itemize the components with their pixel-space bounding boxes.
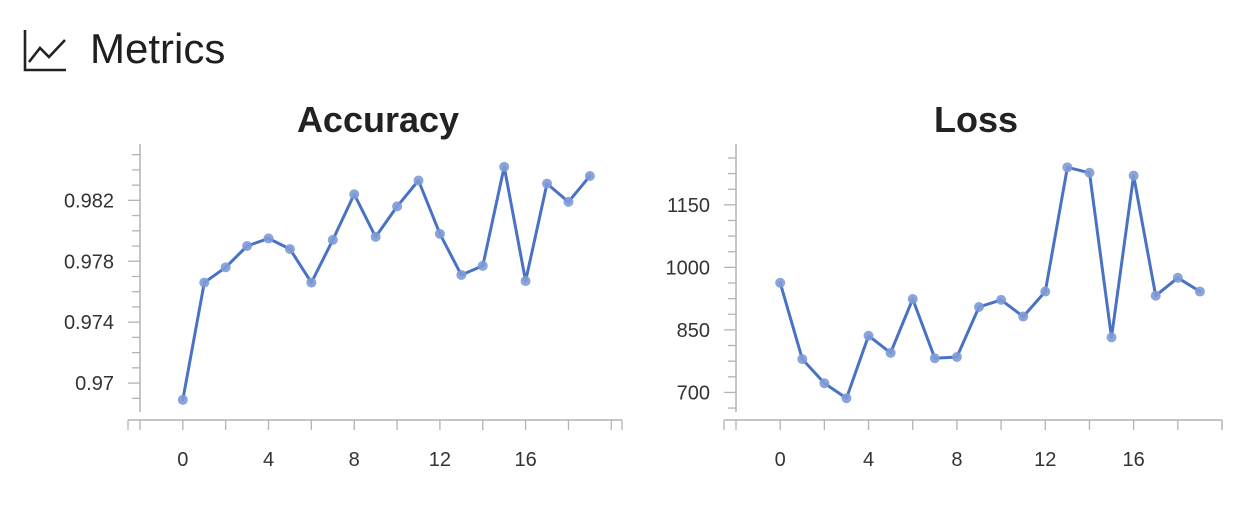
y-tick-label: 0.97 bbox=[75, 373, 114, 395]
data-point[interactable] bbox=[220, 262, 231, 273]
data-point[interactable] bbox=[370, 231, 381, 242]
x-tick-label: 4 bbox=[863, 449, 874, 471]
x-tick-label: 4 bbox=[263, 449, 274, 471]
x-tick-label: 0 bbox=[177, 449, 188, 471]
data-point[interactable] bbox=[434, 228, 445, 239]
data-point[interactable] bbox=[542, 178, 553, 189]
page-header: Metrics bbox=[22, 22, 225, 76]
x-tick-label: 8 bbox=[349, 449, 360, 471]
x-tick-label: 12 bbox=[1034, 449, 1056, 471]
chart-title: Loss bbox=[934, 99, 1018, 140]
data-point[interactable] bbox=[1040, 286, 1051, 297]
data-point[interactable] bbox=[327, 234, 338, 245]
x-tick-label: 16 bbox=[514, 449, 536, 471]
loss-chart: Loss 700 850 1000 1150 0 4 8 12 16 bbox=[626, 92, 1236, 492]
data-point[interactable] bbox=[1194, 286, 1205, 297]
data-point[interactable] bbox=[1172, 272, 1183, 283]
data-point[interactable] bbox=[456, 269, 467, 280]
chart-svg: Loss 700 850 1000 1150 0 4 8 12 16 bbox=[666, 99, 1223, 471]
data-point[interactable] bbox=[306, 277, 317, 288]
line-chart-icon bbox=[23, 30, 66, 72]
y-tick-label: 0.974 bbox=[64, 312, 114, 334]
data-point[interactable] bbox=[392, 201, 403, 212]
series-line bbox=[778, 165, 1202, 400]
data-point[interactable] bbox=[477, 260, 488, 271]
data-point[interactable] bbox=[885, 347, 896, 358]
x-tick-label: 12 bbox=[429, 449, 451, 471]
chart-svg: Accuracy 0.97 0.974 0.978 0.982 0 4 8 12 16 bbox=[64, 99, 623, 471]
y-tick-label: 1000 bbox=[666, 257, 711, 279]
y-tick-label: 1150 bbox=[667, 195, 710, 217]
data-point[interactable] bbox=[263, 233, 274, 244]
x-tick-label: 0 bbox=[775, 449, 786, 471]
data-point[interactable] bbox=[907, 294, 918, 305]
data-point[interactable] bbox=[1084, 167, 1095, 178]
accuracy-chart: Accuracy 0.97 0.974 0.978 0.982 0 4 8 12 16 bbox=[30, 92, 640, 492]
data-point[interactable] bbox=[1150, 290, 1161, 301]
x-tick-label: 16 bbox=[1123, 449, 1145, 471]
data-point[interactable] bbox=[177, 394, 188, 405]
data-point[interactable] bbox=[413, 175, 424, 186]
data-point[interactable] bbox=[284, 244, 295, 255]
x-tick-label: 8 bbox=[951, 449, 962, 471]
chart-title: Accuracy bbox=[297, 99, 459, 140]
y-tick-label: 700 bbox=[677, 382, 710, 404]
data-point[interactable] bbox=[242, 241, 253, 252]
data-point[interactable] bbox=[819, 378, 830, 389]
data-point[interactable] bbox=[199, 277, 210, 288]
data-point[interactable] bbox=[563, 196, 574, 207]
data-point[interactable] bbox=[1128, 170, 1139, 181]
data-point[interactable] bbox=[349, 189, 360, 200]
page-title: Metrics bbox=[90, 25, 226, 72]
data-point[interactable] bbox=[863, 330, 874, 341]
data-point[interactable] bbox=[1018, 311, 1029, 322]
y-tick-label: 0.982 bbox=[64, 190, 114, 212]
data-point[interactable] bbox=[929, 353, 940, 364]
data-point[interactable] bbox=[797, 354, 808, 365]
data-point[interactable] bbox=[1106, 332, 1117, 343]
data-point[interactable] bbox=[775, 277, 786, 288]
y-tick-label: 0.978 bbox=[64, 251, 114, 273]
data-point[interactable] bbox=[499, 161, 510, 172]
data-point[interactable] bbox=[951, 351, 962, 362]
data-point[interactable] bbox=[974, 301, 984, 312]
data-point[interactable] bbox=[520, 276, 531, 287]
data-point[interactable] bbox=[1062, 162, 1073, 173]
y-tick-label: 850 bbox=[677, 320, 710, 342]
data-point[interactable] bbox=[996, 294, 1007, 305]
data-point[interactable] bbox=[841, 393, 852, 404]
data-point[interactable] bbox=[584, 170, 595, 181]
